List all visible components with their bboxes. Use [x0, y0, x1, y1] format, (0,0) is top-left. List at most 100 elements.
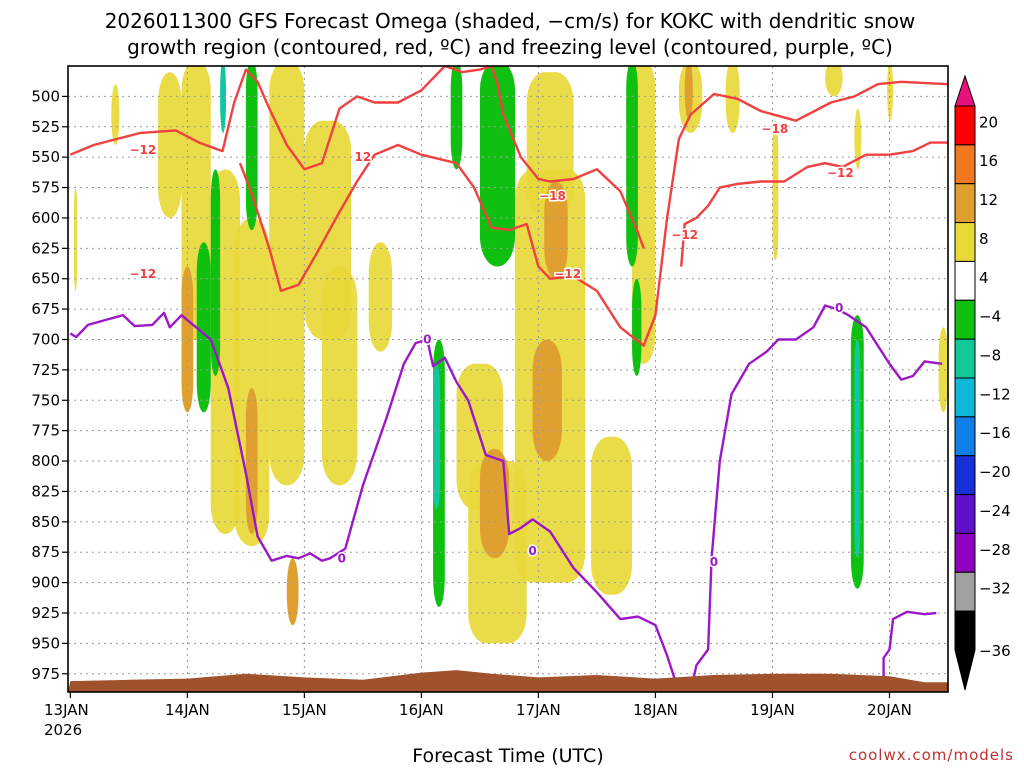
terrain-surface	[68, 670, 948, 692]
omega-shade-green-34	[450, 66, 463, 170]
y-tick-label: 625	[31, 239, 60, 257]
colorbar-swatch	[954, 494, 976, 534]
contour-label: −12	[671, 228, 698, 242]
x-tick-label: 15JAN	[282, 701, 327, 719]
colorbar-swatch	[954, 455, 976, 496]
x-tick-label: 17JAN	[516, 701, 561, 719]
y-tick-label: 800	[31, 452, 60, 470]
omega-shade-yellow-0	[73, 187, 78, 291]
freezing-level-line	[689, 304, 943, 692]
y-tick-label: 850	[31, 513, 60, 531]
omega-shade-yellow-18	[772, 120, 779, 261]
y-tick-label: 825	[31, 482, 60, 500]
omega-shade-yellow-20	[825, 66, 843, 97]
contour-label: 0	[423, 332, 431, 346]
omega-shade-yellow-14	[591, 436, 633, 595]
x-tick-label: 14JAN	[165, 701, 210, 719]
x-tick-label: 16JAN	[399, 701, 444, 719]
omega-shade-orange-29	[684, 66, 693, 121]
colorbar-tick-label: −28	[979, 541, 1011, 559]
colorbar-tick-label: −8	[979, 347, 1001, 365]
y-tick-label: 975	[31, 665, 60, 683]
contour-label: −18	[539, 189, 566, 203]
omega-shade-orange-25	[286, 558, 299, 626]
omega-shade-green-31	[210, 169, 221, 376]
colorbar-tick-label: 16	[979, 152, 998, 170]
y-tick-label: 900	[31, 574, 60, 592]
freezing-level-line	[69, 311, 681, 692]
y-axis-pressure: 500 525 550 575 600 625 650 675 700 725 750 775 800 8…	[31, 87, 68, 683]
y-tick-label: 550	[31, 148, 60, 166]
y-tick-label: 725	[31, 361, 60, 379]
y-tick-label: 575	[31, 179, 60, 197]
colorbar-swatch	[954, 260, 976, 301]
omega-shade-yellow-17	[725, 66, 740, 133]
colorbar-tick-label: −12	[979, 385, 1011, 403]
dgz-contour-line	[238, 80, 948, 347]
omega-shade-green-30	[196, 242, 211, 413]
x-axis-time: 13JAN 2026 14JAN 15JAN 16JAN 17JAN 18JAN 19JAN 2…	[44, 692, 912, 739]
contour-label: −12	[827, 166, 854, 180]
colorbar-tick-label: 8	[979, 230, 989, 248]
x-tick-label: 19JAN	[750, 701, 795, 719]
colorbar-tick-label: −32	[979, 580, 1011, 598]
omega-shade-yellow-9	[368, 242, 393, 352]
y-tick-label: 600	[31, 209, 60, 227]
colorbar-bottom-arrow	[954, 649, 976, 691]
y-tick-label: 950	[31, 634, 60, 652]
y-tick-label: 925	[31, 604, 60, 622]
colorbar-swatch	[954, 338, 976, 379]
colorbar-tick-label: 20	[979, 113, 998, 131]
contour-label: 0	[528, 544, 536, 558]
colorbar-swatch	[954, 144, 976, 185]
y-tick-label: 500	[31, 87, 60, 105]
x-axis-label: Forecast Time (UTC)	[412, 745, 603, 767]
colorbar-tick-label: 12	[979, 191, 998, 209]
contour-label: −18	[761, 122, 788, 136]
y-tick-label: 650	[31, 270, 60, 288]
colorbar-tick-label: 4	[979, 269, 989, 287]
plot-content: −12 12 −12 −18 −12 −12 −18 −12 0 0 0 0 0	[68, 66, 948, 692]
credit-text: coolwx.com/models	[849, 746, 1014, 764]
colorbar-swatch	[954, 222, 976, 262]
omega-shade-yellow-6	[269, 66, 305, 486]
chart-title-line-2: growth region (contoured, red, ºC) and f…	[127, 35, 893, 59]
colorbar-top-arrow	[954, 74, 976, 107]
colorbar-swatch	[954, 105, 976, 146]
contour-label: 0	[710, 555, 718, 569]
colorbar-tick-label: −36	[979, 642, 1011, 660]
omega-shade-teal-40	[433, 363, 441, 510]
contour-label: 12	[355, 150, 372, 164]
colorbar-swatch	[954, 183, 976, 224]
plot-area: −12 12 −12 −18 −12 −12 −18 −12 0 0 0 0 0	[67, 65, 949, 693]
omega-shade-yellow-21	[887, 66, 893, 121]
y-tick-label: 675	[31, 300, 60, 318]
colorbar-tick-label: −4	[979, 308, 1001, 326]
colorbar-tick-label: −20	[979, 463, 1011, 481]
omega-shade-orange-24	[245, 388, 258, 534]
chart-title-line-1: 2026011300 GFS Forecast Omega (shaded, −…	[105, 9, 916, 33]
colorbar-swatch	[954, 571, 976, 612]
x-tick-label: 13JAN	[44, 701, 89, 719]
colorbar-tick-label: −24	[979, 502, 1011, 520]
freezing-level-line	[882, 610, 937, 692]
colorbar-swatch	[954, 377, 976, 418]
colorbar-swatch	[954, 532, 976, 573]
plot-frame	[67, 65, 949, 693]
colorbar-legend: 20 16 12 8 4 −4 −8 −12 −16 −20 −24 −28 −32 −36	[954, 74, 1011, 691]
y-tick-label: 875	[31, 543, 60, 561]
omega-shade-yellow-19	[854, 108, 862, 170]
contour-label: −12	[554, 267, 581, 281]
y-tick-label: 525	[31, 118, 60, 136]
omega-shade-green-35	[479, 66, 516, 267]
omega-shade-orange-26	[479, 448, 510, 559]
x-tick-label: 18JAN	[633, 701, 678, 719]
dgz-contour-line	[69, 66, 645, 249]
dgz-contour-line	[680, 141, 948, 267]
omega-shade-yellow-22	[938, 327, 948, 413]
omega-shade-yellow-2	[158, 72, 182, 218]
omega-shade-yellow-1	[111, 84, 120, 146]
y-tick-label: 775	[31, 422, 60, 440]
omega-shade-teal-41	[854, 339, 861, 559]
